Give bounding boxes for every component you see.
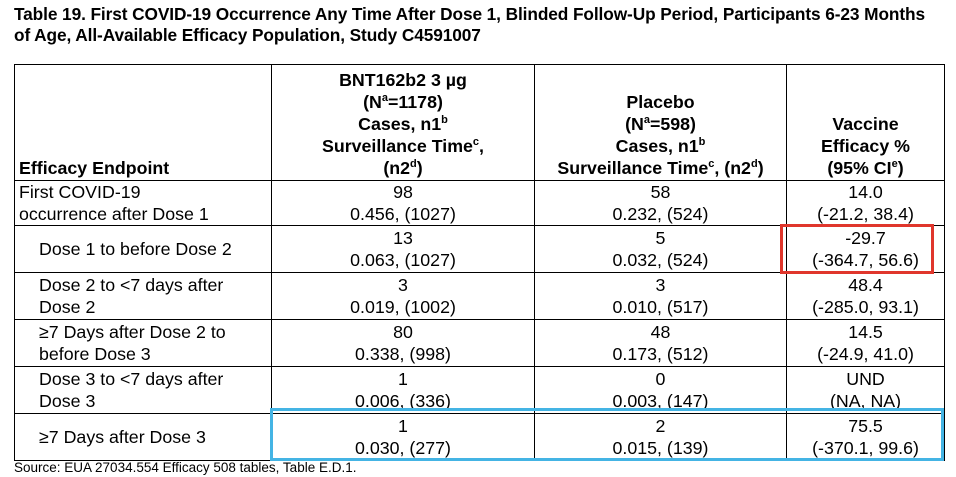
bnt-cell: 80 0.338, (998) bbox=[271, 319, 535, 367]
ve-cell: 14.5 (-24.9, 41.0) bbox=[786, 319, 945, 367]
efficacy-table: Efficacy Endpoint BNT162b2 3 µg (Na=1178… bbox=[14, 64, 945, 461]
placebo-cell: 0 0.003, (147) bbox=[534, 366, 787, 414]
bnt-cell: 1 0.006, (336) bbox=[271, 366, 535, 414]
endpoint-cell: Dose 3 to <7 days after Dose 3 bbox=[14, 366, 272, 414]
bnt-cell: 13 0.063, (1027) bbox=[271, 225, 535, 273]
placebo-cell: 3 0.010, (517) bbox=[534, 272, 787, 320]
ve-cell: 48.4 (-285.0, 93.1) bbox=[786, 272, 945, 320]
ve-header-line3: (95% CIe) bbox=[827, 158, 904, 178]
bnt-header-line1: BNT162b2 3 µg bbox=[339, 70, 467, 90]
placebo-cell: 2 0.015, (139) bbox=[534, 413, 787, 461]
placebo-cell: 48 0.173, (512) bbox=[534, 319, 787, 367]
endpoint-cell: Dose 1 to before Dose 2 bbox=[14, 225, 272, 273]
source-note: Source: EUA 27034.554 Efficacy 508 table… bbox=[14, 460, 357, 475]
bnt-header-line2: (Na=1178) bbox=[363, 92, 443, 112]
ve-header-line2: Efficacy % bbox=[821, 136, 910, 156]
header-placebo: Placebo (Na=598) Cases, n1b Surveillance… bbox=[534, 64, 787, 181]
bnt-header-line5: (n2d) bbox=[383, 158, 423, 178]
endpoint-cell: ≥7 Days after Dose 2 to before Dose 3 bbox=[14, 319, 272, 367]
table-title: Table 19. First COVID-19 Occurrence Any … bbox=[14, 4, 925, 45]
header-row: Efficacy Endpoint BNT162b2 3 µg (Na=1178… bbox=[14, 64, 945, 181]
bnt-cell: 1 0.030, (277) bbox=[271, 413, 535, 461]
table-row: ≥7 Days after Dose 2 to before Dose 3 80 0… bbox=[14, 319, 945, 367]
bnt-cell: 3 0.019, (1002) bbox=[271, 272, 535, 320]
bnt-header-line3: Cases, n1b bbox=[358, 114, 448, 134]
table-row: Dose 3 to <7 days after Dose 3 1 0.006, (3… bbox=[14, 366, 945, 414]
table-row: Dose 1 to before Dose 2 13 0.063, (1027) … bbox=[14, 225, 945, 273]
table-row: First COVID-19 occurrence after Dose 1 98… bbox=[14, 180, 945, 226]
header-vaccine-efficacy: Vaccine Efficacy % (95% CIe) bbox=[786, 64, 945, 181]
placebo-header-line3: Cases, n1b bbox=[615, 136, 706, 156]
placebo-cell: 5 0.032, (524) bbox=[534, 225, 787, 273]
table-row: ≥7 Days after Dose 3 1 0.030, (277) 2 0.01… bbox=[14, 413, 945, 461]
table-row: Dose 2 to <7 days after Dose 2 3 0.019, (1… bbox=[14, 272, 945, 320]
ve-cell: UND (NA, NA) bbox=[786, 366, 945, 414]
placebo-header-line4: Surveillance Timec, (n2d) bbox=[557, 158, 764, 178]
header-endpoint-label: Efficacy Endpoint bbox=[19, 158, 170, 178]
placebo-header-line1: Placebo bbox=[626, 92, 695, 112]
ve-header-line1: Vaccine bbox=[832, 114, 899, 134]
ve-cell: -29.7 (-364.7, 56.6) bbox=[786, 225, 945, 273]
ve-cell: 14.0 (-21.2, 38.4) bbox=[786, 180, 945, 226]
placebo-header-line2: (Na=598) bbox=[625, 114, 696, 134]
ve-cell: 75.5 (-370.1, 99.6) bbox=[786, 413, 945, 461]
header-efficacy-endpoint: Efficacy Endpoint bbox=[14, 64, 272, 181]
bnt-cell: 98 0.456, (1027) bbox=[271, 180, 535, 226]
bnt-header-line4: Surveillance Timec, bbox=[322, 136, 484, 156]
endpoint-cell: ≥7 Days after Dose 3 bbox=[14, 413, 272, 461]
header-bnt162b2: BNT162b2 3 µg (Na=1178) Cases, n1b Surve… bbox=[271, 64, 535, 181]
placebo-cell: 58 0.232, (524) bbox=[534, 180, 787, 226]
endpoint-cell: First COVID-19 occurrence after Dose 1 bbox=[14, 180, 272, 226]
endpoint-cell: Dose 2 to <7 days after Dose 2 bbox=[14, 272, 272, 320]
